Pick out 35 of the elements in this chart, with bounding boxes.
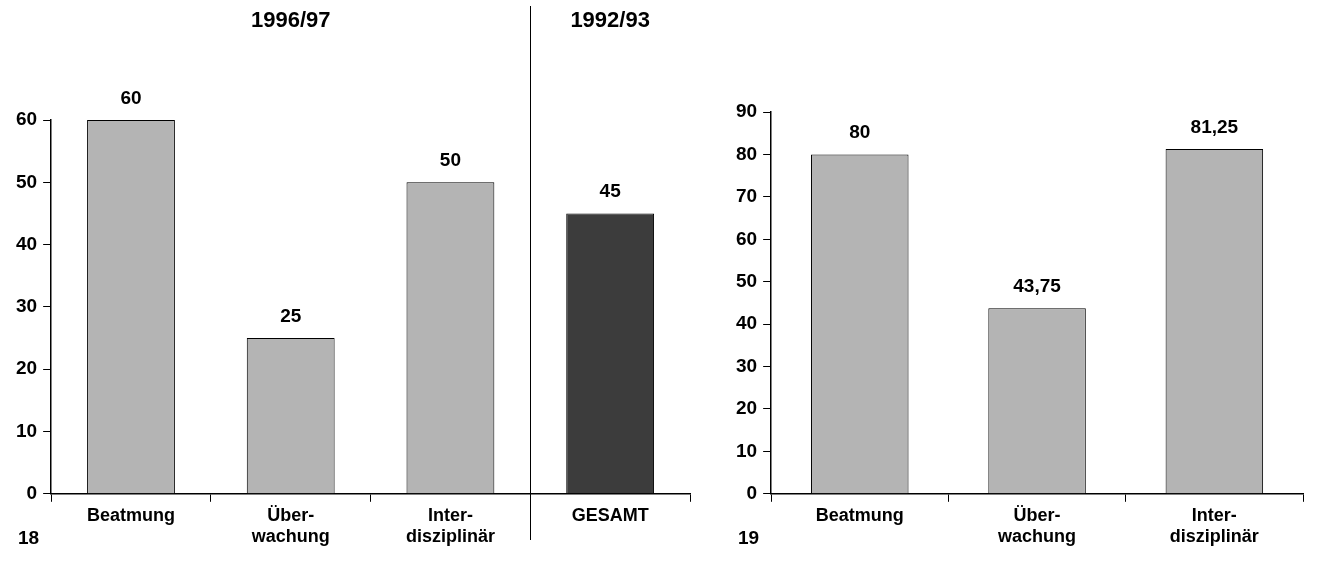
x-tick-label: Über- wachung [250,504,330,547]
text: 19 [738,526,760,548]
y-tick-label: 80 [735,142,758,164]
y-tick-label: 70 [735,185,758,207]
x-tick-label: Inter- disziplinär [1169,504,1259,547]
text: 1992/93 [570,7,650,33]
text: 1996/97 [250,7,331,33]
data-label: 81,25 [1190,115,1239,137]
y-tick-label: 50 [735,269,758,291]
data-label: 60 [120,86,142,108]
data-label: 25 [280,304,302,326]
x-tick-label: Über- wachung [997,504,1077,547]
y-tick-label: 0 [746,482,758,504]
y-tick-label: 10 [735,439,758,461]
data-label: 43,75 [1013,274,1062,296]
y-tick-label: 40 [15,232,38,254]
x-tick-label: Beatmung [86,504,175,525]
x-tick-label: Beatmung [815,504,904,525]
x-tick-label: GESAMT [571,504,649,525]
data-label: 50 [439,149,461,171]
y-tick-label: 10 [15,419,38,441]
y-tick-label: 20 [735,397,758,419]
y-tick-label: 60 [15,108,38,130]
text: 18 [18,526,40,548]
data-label: 45 [599,180,622,202]
y-tick-label: 90 [735,100,758,122]
y-tick-label: 30 [15,295,38,317]
y-tick-label: 50 [15,170,38,192]
data-label: 80 [849,121,871,143]
y-tick-label: 60 [735,227,758,249]
y-tick-label: 40 [735,312,758,334]
y-tick-label: 0 [26,482,38,504]
y-tick-label: 30 [735,354,758,376]
y-tick-label: 20 [15,357,38,379]
x-tick-label: Inter- disziplinär [405,504,495,547]
